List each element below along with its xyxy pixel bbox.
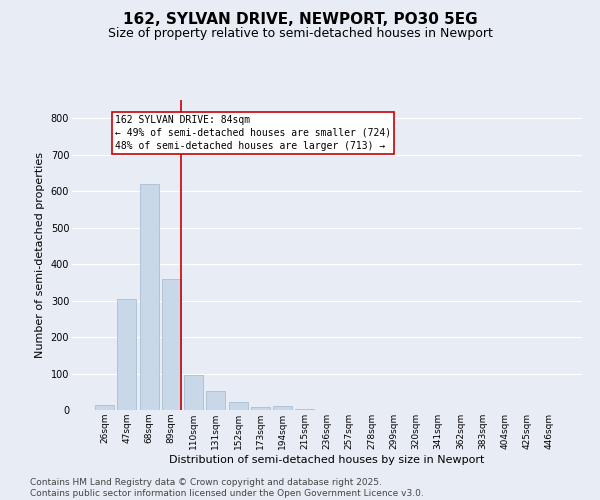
- Bar: [162, 278, 181, 410]
- Bar: [251, 406, 270, 410]
- Bar: [273, 406, 292, 410]
- Text: 162, SYLVAN DRIVE, NEWPORT, PO30 5EG: 162, SYLVAN DRIVE, NEWPORT, PO30 5EG: [122, 12, 478, 28]
- Bar: [229, 402, 248, 410]
- Bar: [95, 404, 114, 410]
- Text: 162 SYLVAN DRIVE: 84sqm
← 49% of semi-detached houses are smaller (724)
48% of s: 162 SYLVAN DRIVE: 84sqm ← 49% of semi-de…: [115, 114, 391, 151]
- X-axis label: Distribution of semi-detached houses by size in Newport: Distribution of semi-detached houses by …: [169, 454, 485, 464]
- Bar: [118, 299, 136, 410]
- Bar: [184, 374, 203, 410]
- Bar: [140, 184, 158, 410]
- Bar: [206, 390, 225, 410]
- Y-axis label: Number of semi-detached properties: Number of semi-detached properties: [35, 152, 45, 358]
- Text: Contains HM Land Registry data © Crown copyright and database right 2025.
Contai: Contains HM Land Registry data © Crown c…: [30, 478, 424, 498]
- Text: Size of property relative to semi-detached houses in Newport: Size of property relative to semi-detach…: [107, 28, 493, 40]
